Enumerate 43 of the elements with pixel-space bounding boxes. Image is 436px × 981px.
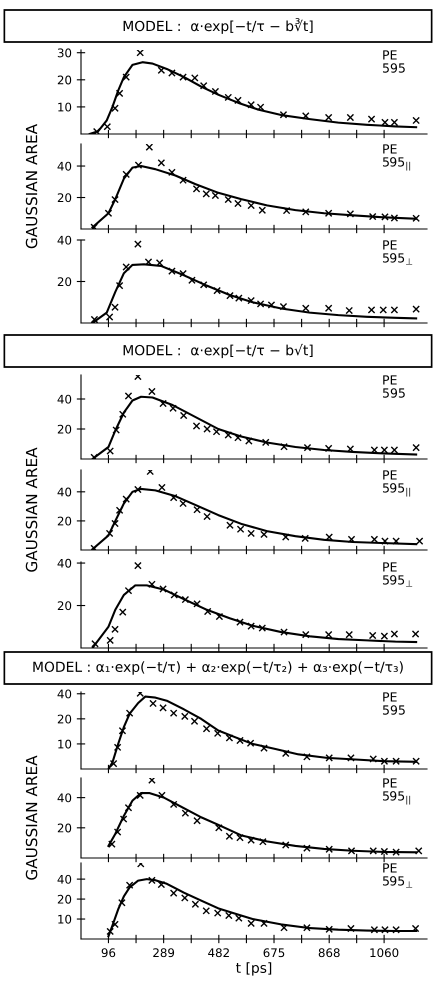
y-axis-title: GAUSSIAN AREA bbox=[26, 124, 38, 248]
annotation: PE 595$_{||}$ bbox=[382, 144, 410, 171]
y-tick-label: 20 bbox=[58, 76, 72, 84]
annotation: PE 595$_{⊥}$ bbox=[382, 240, 412, 264]
y-tick-label: 10 bbox=[58, 740, 72, 749]
annotation: PE 595 bbox=[382, 375, 405, 398]
y-tick-label: 40 bbox=[58, 558, 72, 568]
annotation: PE 595$_{||}$ bbox=[382, 778, 410, 805]
y-tick-label: 20 bbox=[58, 824, 72, 832]
y-tick-label: 40 bbox=[58, 162, 72, 171]
annotation: PE 595 bbox=[382, 692, 405, 715]
y-tick-label: 40 bbox=[58, 488, 72, 496]
x-tick-label: 1060 bbox=[370, 948, 398, 958]
x-tick-label: 482 bbox=[208, 948, 229, 958]
y-tick-label: 20 bbox=[58, 277, 72, 286]
y-tick-label: 40 bbox=[58, 394, 72, 404]
y-tick-label: 40 bbox=[58, 236, 72, 245]
chart-title: MODEL : α₁·exp(−t/τ) + α₂·exp(−t/τ₂) + α₃·exp(−t/τ₃) bbox=[33, 661, 403, 675]
x-axis-title: t [ps] bbox=[236, 962, 272, 976]
y-tick-label: 20 bbox=[58, 894, 72, 904]
y-tick-label: 40 bbox=[58, 793, 72, 802]
chart-title: MODEL : α·exp[−t/τ − b√t] bbox=[124, 344, 313, 358]
y-tick-label: 10 bbox=[58, 102, 72, 112]
x-tick-label: 868 bbox=[318, 948, 340, 958]
y-tick-label: 40 bbox=[58, 874, 72, 884]
chart-title: MODEL : α·exp[−t/τ − b∛t] bbox=[124, 18, 313, 34]
annotation: PE 595$_{||}$ bbox=[382, 470, 410, 497]
y-tick-label: 20 bbox=[58, 601, 72, 610]
annotation: PE 595$_{⊥}$ bbox=[382, 562, 412, 586]
y-tick-label: 20 bbox=[58, 424, 72, 434]
x-tick-label: 96 bbox=[102, 948, 116, 958]
y-axis-title: GAUSSIAN AREA bbox=[26, 755, 38, 880]
y-tick-label: 20 bbox=[58, 193, 72, 202]
y-tick-label: 30 bbox=[58, 48, 72, 58]
annotation: PE 595$_{⊥}$ bbox=[382, 863, 412, 888]
x-tick-label: 289 bbox=[153, 948, 174, 958]
x-tick-label: 675 bbox=[264, 948, 284, 958]
y-axis-title: GAUSSIAN AREA bbox=[26, 447, 38, 572]
y-tick-label: 20 bbox=[58, 714, 72, 724]
y-tick-label: 10 bbox=[58, 914, 72, 924]
annotation: PE 595 bbox=[382, 50, 405, 73]
y-tick-label: 20 bbox=[58, 516, 72, 526]
y-tick-label: 40 bbox=[58, 689, 72, 698]
